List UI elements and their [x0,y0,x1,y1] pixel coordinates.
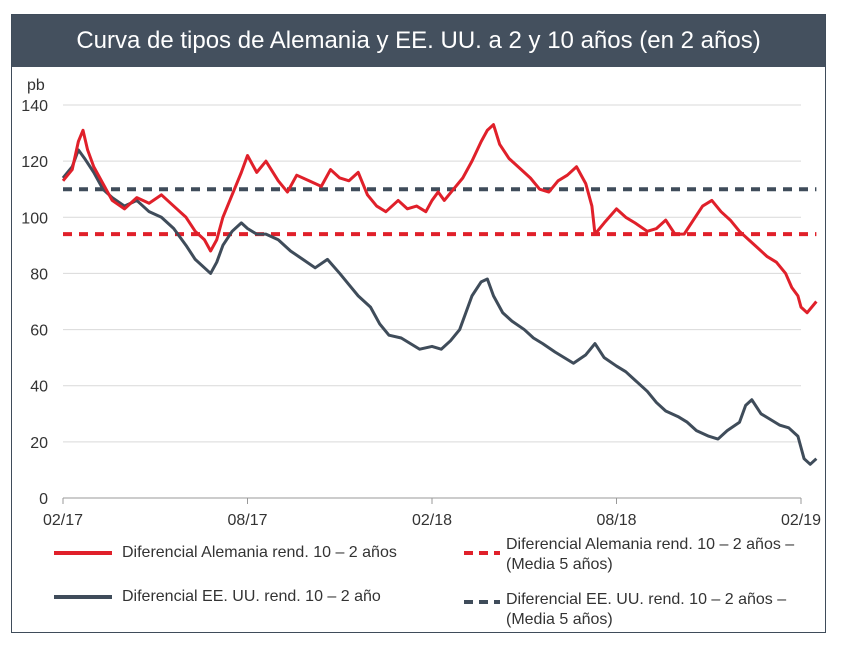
y-tick-label: 40 [30,379,48,396]
y-tick-label: 60 [30,323,48,340]
legend-item-germany-mean: Diferencial Alemania rend. 10 – 2 años –… [462,535,817,575]
legend-label-germany: Diferencial Alemania rend. 10 – 2 años [122,544,397,561]
axes: 0 20 40 60 80 100 120 140 02/17 08/17 02/18 08/18 02… [21,98,821,529]
legend-swatch-dashed-red [464,551,500,555]
x-tick-label: 08/17 [227,512,267,529]
chart-title: Curva de tipos de Alemania y EE. UU. a 2… [12,15,825,67]
x-tick-label: 02/19 [781,512,821,529]
y-tick-label: 140 [21,98,48,115]
series-line-usa [61,148,818,466]
series-line-germany [61,123,818,315]
y-tick-label: 100 [21,210,48,227]
y-axis-label: pb [27,77,45,94]
x-tick-label: 08/18 [596,512,636,529]
legend-swatch-solid-navy [54,595,112,599]
legend-swatch-solid-red [54,551,112,555]
legend-label-usa: Diferencial EE. UU. rend. 10 – 2 año [122,588,381,605]
chart-frame: Curva de tipos de Alemania y EE. UU. a 2… [11,14,826,633]
x-tick-label: 02/18 [412,512,452,529]
x-tick-label: 02/17 [43,512,83,529]
legend-label-usa-mean: Diferencial EE. UU. rend. 10 – 2 años – … [506,591,787,628]
series-lines [61,123,818,466]
y-tick-label: 0 [39,491,48,508]
y-tick-label: 120 [21,154,48,171]
y-tick-label: 20 [30,435,48,452]
grid-lines [63,104,801,443]
y-tick-label: 80 [30,266,48,283]
legend-item-germany: Diferencial Alemania rend. 10 – 2 años [52,543,452,563]
legend-item-usa: Diferencial EE. UU. rend. 10 – 2 año [52,587,452,607]
legend-label-germany-mean: Diferencial Alemania rend. 10 – 2 años –… [506,536,795,573]
line-chart: 0 20 40 60 80 100 120 140 02/17 08/17 02/18 08/18 02… [21,77,821,529]
legend-swatch-dashed-navy [464,600,500,604]
legend-item-usa-mean: Diferencial EE. UU. rend. 10 – 2 años – … [462,590,817,630]
